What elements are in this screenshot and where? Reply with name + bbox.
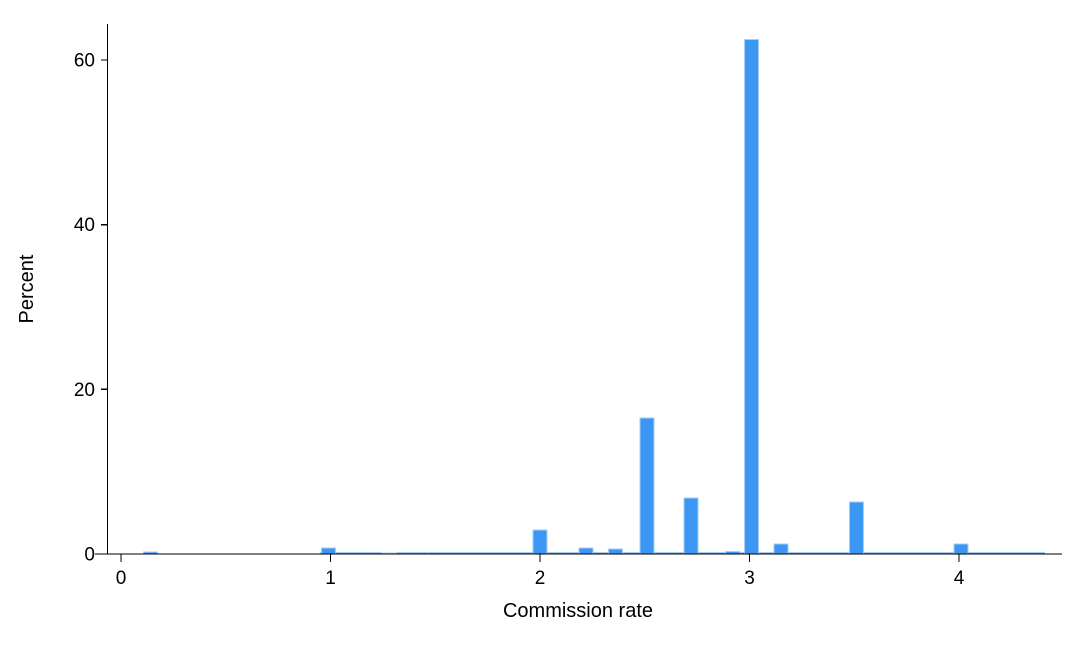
histogram-bar — [607, 548, 623, 555]
histogram-bar — [848, 501, 864, 555]
x-tick-label: 4 — [954, 568, 965, 589]
histogram-bar — [578, 547, 594, 555]
x-tick-label: 2 — [535, 568, 546, 589]
histogram-bar — [953, 543, 969, 555]
baseline-strip — [320, 552, 1045, 554]
x-tick-label: 3 — [744, 568, 755, 589]
histogram-bar — [639, 417, 655, 555]
x-axis-title: Commission rate — [503, 600, 653, 622]
y-tick-label: 40 — [74, 215, 95, 236]
ticks-layer — [101, 59, 960, 562]
y-axis-title: Percent — [16, 254, 38, 323]
histogram-bar — [320, 547, 336, 555]
histogram-bar — [532, 529, 548, 555]
baseline-strip-layer — [320, 552, 1045, 554]
y-tick-label: 60 — [74, 51, 95, 72]
y-tick-label: 0 — [84, 545, 95, 566]
x-tick-label: 0 — [116, 568, 127, 589]
axes-layer — [95, 24, 1062, 555]
histogram-bar — [744, 38, 760, 555]
histogram-bar — [683, 497, 699, 555]
bars-layer — [142, 38, 969, 555]
x-tick-label: 1 — [325, 568, 336, 589]
histogram-bar — [773, 543, 789, 555]
y-tick-label: 20 — [74, 380, 95, 401]
